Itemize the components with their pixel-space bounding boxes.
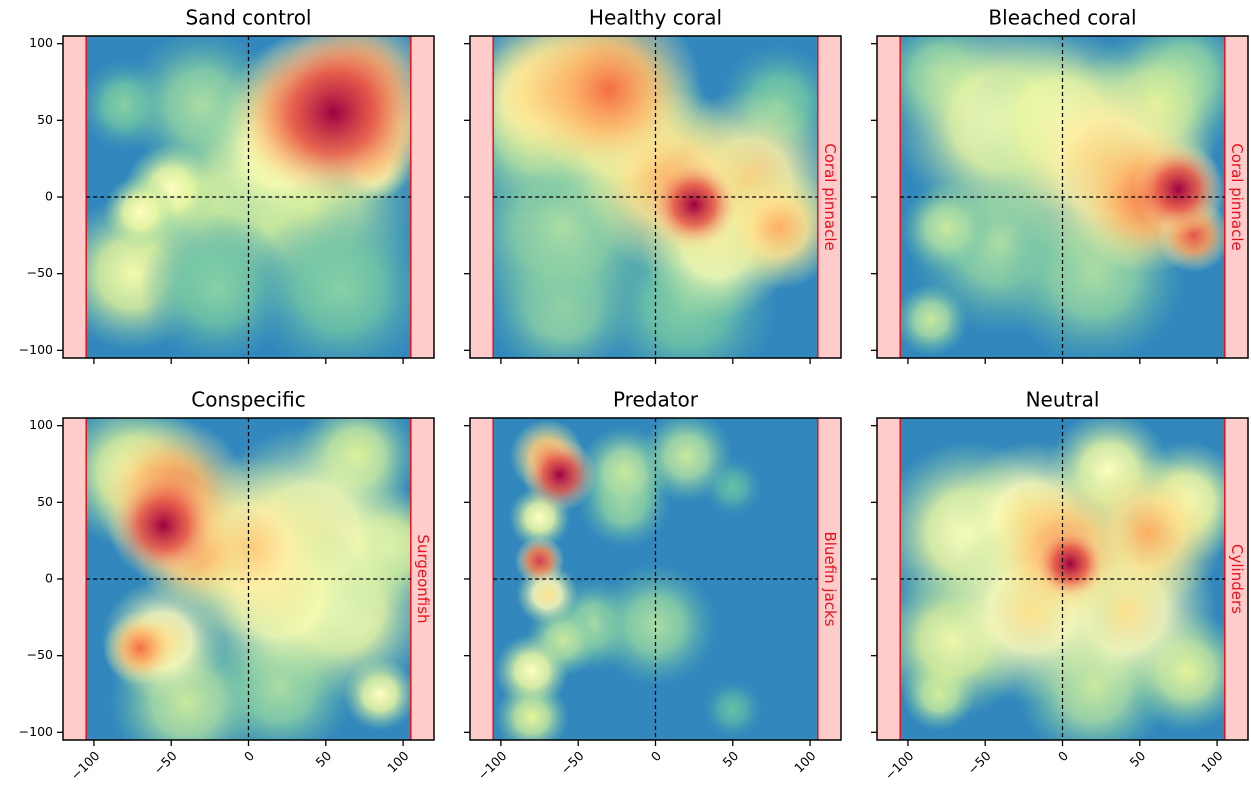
- density-hotspot: [522, 437, 597, 512]
- wall-band: [877, 418, 901, 740]
- x-tick-label: −50: [151, 748, 180, 777]
- wall-band: [877, 36, 901, 358]
- y-tick-label: −100: [19, 724, 53, 739]
- band-label: Bluefin jacks: [821, 531, 839, 626]
- wall-band: [470, 36, 494, 358]
- x-tick-label: 50: [720, 748, 742, 770]
- density-hotspot: [647, 158, 741, 251]
- panel-title: Neutral: [1026, 388, 1100, 412]
- wall-band: [1224, 418, 1248, 740]
- y-tick-label: 0: [45, 571, 53, 586]
- y-tick-label: 50: [37, 494, 53, 509]
- panel: [470, 36, 841, 358]
- band-label: Coral pinnacle: [1228, 143, 1246, 250]
- x-tick-label: 0: [241, 748, 257, 764]
- density-hotspot: [1132, 143, 1225, 236]
- x-tick-label: −50: [558, 748, 587, 777]
- wall-band: [63, 418, 87, 740]
- x-tick-label: 0: [1055, 748, 1071, 764]
- panel: [877, 418, 1248, 740]
- y-tick-label: 50: [37, 112, 53, 127]
- panel: [63, 418, 434, 740]
- density-hotspot: [894, 282, 969, 357]
- density-hotspot: [494, 634, 569, 708]
- panel-title: Predator: [613, 388, 699, 412]
- x-tick-label: 100: [1198, 748, 1226, 776]
- panel: [877, 36, 1248, 358]
- density-hotspot: [240, 36, 427, 205]
- x-tick-label: 50: [313, 748, 335, 770]
- density-hotspot: [107, 470, 220, 581]
- y-tick-label: 100: [29, 35, 53, 50]
- y-tick-label: 100: [29, 417, 53, 432]
- density-hotspot: [514, 536, 565, 586]
- density-hotspot: [248, 197, 434, 358]
- y-tick-label: −100: [19, 342, 53, 357]
- density-hotspot: [701, 678, 764, 740]
- panel-title: Sand control: [185, 6, 311, 30]
- density-hotspot: [1033, 526, 1108, 601]
- wall-band: [817, 36, 841, 358]
- wall-band: [470, 418, 494, 740]
- band-label: Surgeonfish: [414, 534, 432, 623]
- band-label: Coral pinnacle: [821, 143, 839, 250]
- wall-band: [1224, 36, 1248, 358]
- panel-title: Bleached coral: [988, 6, 1136, 30]
- density-hotspot: [103, 175, 178, 250]
- panel-title: Healthy coral: [589, 6, 722, 30]
- x-tick-label: −50: [965, 748, 994, 777]
- wall-band: [410, 418, 434, 740]
- wall-band: [63, 36, 87, 358]
- x-tick-label: 100: [791, 748, 819, 776]
- wall-band: [410, 36, 434, 358]
- x-tick-label: −100: [475, 748, 510, 783]
- band-label: Cylinders: [1228, 544, 1246, 614]
- y-tick-label: 0: [45, 189, 53, 204]
- density-hotspot: [640, 418, 733, 503]
- density-hotspot: [103, 611, 178, 685]
- x-tick-label: 0: [648, 748, 664, 764]
- y-tick-label: −50: [27, 265, 53, 280]
- x-tick-label: −100: [882, 748, 917, 783]
- y-tick-label: −50: [27, 647, 53, 662]
- panel: [470, 418, 841, 740]
- wall-band: [817, 418, 841, 740]
- panel: [63, 36, 434, 358]
- x-tick-label: 50: [1127, 748, 1149, 770]
- panel-title: Conspecific: [191, 388, 305, 412]
- x-tick-label: 100: [384, 748, 412, 776]
- x-tick-label: −100: [68, 748, 103, 783]
